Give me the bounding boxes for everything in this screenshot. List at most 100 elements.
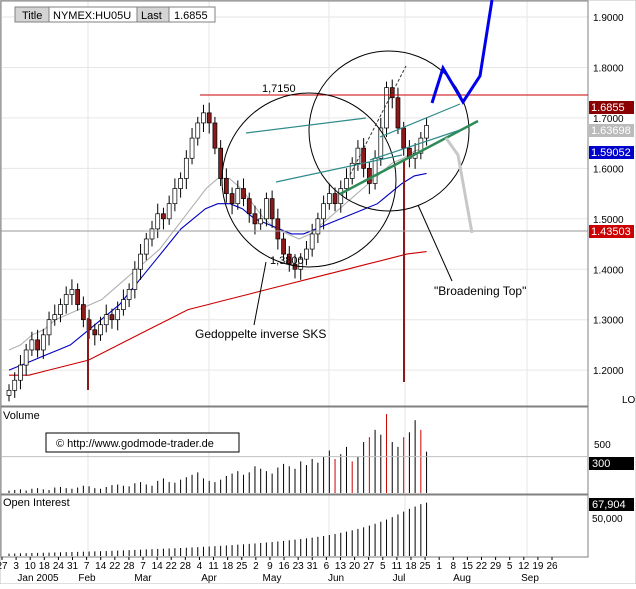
- x-day-label: 8: [451, 561, 457, 572]
- price-tick-label: 1.2000: [593, 366, 624, 377]
- candle-body: [201, 112, 206, 124]
- price-tick-label: 1.8000: [593, 63, 624, 74]
- x-day-label: 11: [208, 561, 219, 572]
- x-month-label: Jul: [393, 573, 406, 584]
- price-tag-ma-mid: [589, 146, 634, 159]
- open-interest-tag: [589, 498, 634, 511]
- price-candles: [6, 79, 429, 402]
- x-day-label: 14: [152, 561, 164, 572]
- x-day-label: 22: [109, 561, 121, 572]
- candle-body: [6, 389, 12, 396]
- candle-body: [98, 324, 103, 336]
- x-day-label: 28: [123, 561, 135, 572]
- price-candle: [75, 283, 80, 311]
- price-tick-label: 1.5000: [593, 215, 624, 226]
- x-day-label: 31: [67, 561, 79, 572]
- price-candle: [98, 316, 103, 341]
- x-day-label: 12: [518, 561, 530, 572]
- x-day-label: 27: [0, 561, 8, 572]
- price-candle: [35, 329, 40, 358]
- copyright-text[interactable]: © http://www.godmode-trader.de: [56, 438, 214, 450]
- price-candle: [149, 220, 155, 247]
- candle-body: [195, 122, 201, 139]
- x-month-label: Feb: [78, 573, 96, 584]
- candle-body: [18, 364, 23, 381]
- price-candle: [344, 168, 349, 200]
- price-tag-ma-slow: [589, 225, 634, 238]
- x-day-label: 10: [25, 561, 37, 572]
- broadening-top-upper-line: [379, 103, 461, 138]
- annotation-low: 1,3800: [270, 255, 304, 267]
- price-candle: [178, 172, 183, 198]
- candle-body: [126, 289, 132, 300]
- price-candle: [161, 207, 166, 230]
- price-candle: [183, 150, 189, 190]
- candle-body: [241, 188, 246, 199]
- candle-body: [224, 178, 229, 194]
- broadening-top-lower: [339, 119, 479, 196]
- candle-body: [149, 228, 155, 240]
- price-candle: [304, 240, 309, 266]
- neckline-2: [275, 154, 403, 183]
- candle-body: [183, 157, 189, 179]
- price-candle: [264, 192, 269, 227]
- candle-body: [115, 309, 121, 321]
- x-day-label: 22: [166, 561, 178, 572]
- candle-body: [132, 268, 138, 290]
- open-interest-tag-text: 67,904: [592, 499, 626, 511]
- open-interest-panel: [0, 494, 589, 558]
- price-candle: [418, 132, 424, 160]
- candle-body: [378, 127, 384, 159]
- annotation-high: 1,7150: [262, 83, 296, 95]
- price-candle: [58, 298, 63, 323]
- candle-body: [138, 253, 143, 270]
- volume-tag: [589, 457, 634, 470]
- price-candle: [378, 117, 384, 166]
- price-candle: [224, 168, 229, 203]
- candle-body: [155, 213, 161, 230]
- volume-tag-text: 300: [592, 458, 610, 470]
- price-axis: 1.9000 1.8000 1.7000 1.6000 1.5000 1.4000 1.30…: [593, 13, 624, 377]
- price-candle: [241, 178, 246, 207]
- x-day-label: 9: [267, 561, 273, 572]
- volume-tick-500: 500: [594, 440, 611, 451]
- price-candle: [315, 212, 321, 244]
- x-month-label: Mar: [134, 573, 152, 584]
- x-day-label: 28: [180, 561, 192, 572]
- candle-body: [246, 198, 252, 215]
- candle-body: [63, 294, 69, 305]
- candle-body: [81, 304, 86, 321]
- candle-body: [264, 198, 269, 220]
- price-candle: [81, 296, 86, 328]
- price-tag-ma-slow-text: 1.43503: [591, 226, 631, 238]
- price-candle: [309, 223, 315, 257]
- candle-body: [35, 339, 40, 351]
- candle-body: [372, 157, 378, 184]
- price-candle: [103, 304, 109, 333]
- candle-body: [206, 112, 212, 124]
- candle-body: [46, 319, 52, 336]
- candle-body: [401, 127, 407, 149]
- candle-body: [161, 213, 166, 220]
- price-candle: [69, 279, 75, 306]
- price-candle: [172, 178, 178, 212]
- candle-body: [332, 193, 338, 205]
- candle-body: [172, 188, 178, 205]
- x-day-label: 13: [335, 561, 347, 572]
- candle-body: [252, 213, 258, 225]
- volume-panel: [0, 406, 589, 495]
- broadening-top-circle: [308, 50, 470, 212]
- x-day-label: 7: [140, 561, 146, 572]
- x-day-label: 4: [197, 561, 203, 572]
- price-candle: [29, 331, 35, 357]
- candle-body: [281, 238, 286, 255]
- x-day-label: 19: [532, 561, 544, 572]
- ma-fast-line: [8, 147, 427, 351]
- price-panel: [0, 0, 589, 407]
- open-interest-bars: [8, 502, 428, 556]
- annotation-inverse-sks: Gedoppelte inverse SKS: [195, 327, 326, 341]
- x-day-label: 31: [307, 561, 319, 572]
- price-candle: [121, 289, 126, 316]
